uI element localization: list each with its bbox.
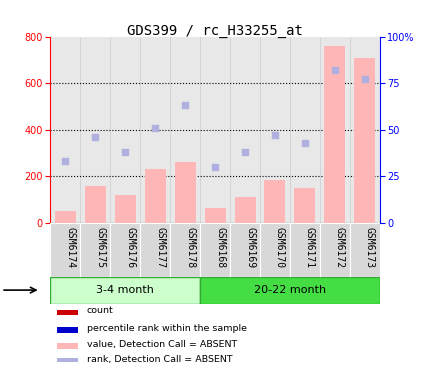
Text: value, Detection Call = ABSENT: value, Detection Call = ABSENT (87, 340, 237, 349)
Text: count: count (87, 306, 113, 315)
Bar (200, 223, 230, 277)
Bar (204, 208, 225, 223)
Text: GSM6178: GSM6178 (185, 227, 195, 268)
Bar (145, 169, 166, 223)
Text: GSM6169: GSM6169 (244, 227, 254, 268)
Point (152, 125, 159, 131)
Point (271, 132, 278, 138)
Bar (85, 186, 106, 223)
Text: 3-4 month: 3-4 month (96, 285, 154, 295)
Point (241, 149, 248, 155)
Point (62, 158, 69, 164)
Bar (230, 223, 259, 277)
Point (331, 67, 338, 73)
Bar (115, 195, 135, 223)
Bar (353, 57, 374, 223)
Point (211, 164, 218, 170)
Point (121, 149, 128, 155)
Bar (174, 162, 195, 223)
Bar (264, 180, 285, 223)
Point (181, 102, 188, 108)
Bar (259, 223, 289, 277)
Text: GDS399 / rc_H33255_at: GDS399 / rc_H33255_at (127, 24, 302, 38)
Bar (289, 223, 319, 277)
Bar (50, 223, 80, 277)
Point (360, 76, 367, 82)
Bar (57, 358, 78, 364)
Bar (50, 277, 200, 303)
Text: GSM6168: GSM6168 (215, 227, 225, 268)
Text: percentile rank within the sample: percentile rank within the sample (87, 324, 246, 333)
Bar (55, 211, 76, 223)
Text: GSM6171: GSM6171 (304, 227, 314, 268)
Bar (57, 310, 78, 315)
Bar (57, 327, 78, 333)
Bar (140, 223, 170, 277)
Text: GSM6172: GSM6172 (334, 227, 344, 268)
Bar (319, 223, 349, 277)
Bar (324, 46, 345, 223)
Text: GSM6176: GSM6176 (125, 227, 135, 268)
Text: GSM6170: GSM6170 (274, 227, 284, 268)
Bar (170, 223, 200, 277)
Bar (349, 223, 379, 277)
Bar (200, 277, 379, 303)
Text: GSM6174: GSM6174 (65, 227, 75, 268)
Text: GSM6173: GSM6173 (364, 227, 374, 268)
Bar (110, 223, 140, 277)
Bar (80, 223, 110, 277)
Point (301, 140, 308, 146)
Text: 20-22 month: 20-22 month (253, 285, 325, 295)
Bar (294, 188, 314, 223)
Text: rank, Detection Call = ABSENT: rank, Detection Call = ABSENT (87, 355, 232, 364)
Bar (57, 343, 78, 349)
Text: GSM6175: GSM6175 (95, 227, 105, 268)
Text: GSM6177: GSM6177 (155, 227, 165, 268)
Bar (234, 197, 255, 223)
Point (92, 134, 99, 140)
